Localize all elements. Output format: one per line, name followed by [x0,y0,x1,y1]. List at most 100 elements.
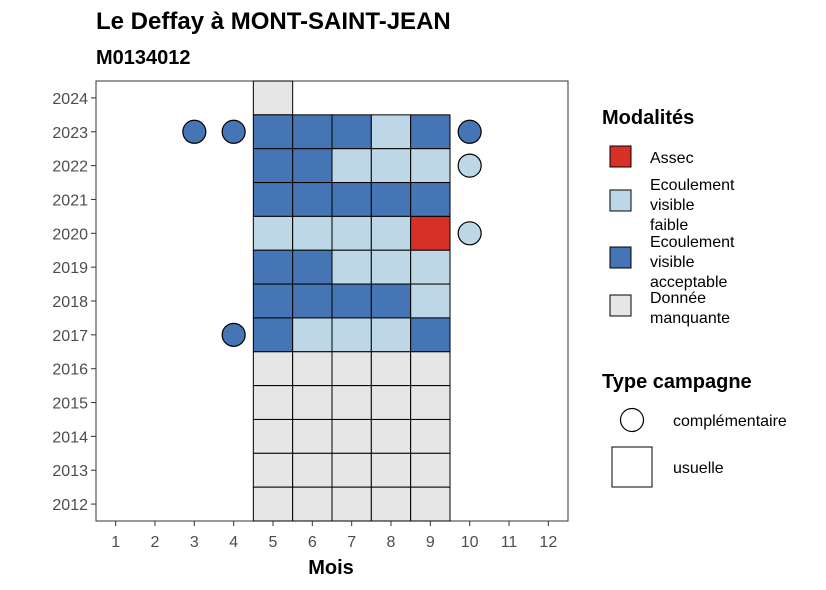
x-axis: 1 2 3 4 5 6 7 8 9 10 11 12 [111,521,557,551]
tile [410,215,451,251]
tile [331,486,372,522]
tile [252,249,294,285]
legend-label-acceptable: Ecoulement [650,234,735,251]
chart-title: Le Deffay à MONT-SAINT-JEAN [96,8,451,35]
tile [252,418,294,454]
tile [410,385,451,420]
y-axis: 2012 2013 2014 2015 2016 2017 2018 2019 2020 2021… [52,91,96,514]
tile [331,114,372,150]
tile [370,317,412,353]
x-tick-label: 10 [461,534,479,551]
y-tick-label: 2024 [52,91,88,108]
x-tick-label: 2 [151,534,160,551]
legend-key-complementaire [619,407,645,433]
tile [410,182,451,217]
tile [410,418,451,454]
tile [370,215,412,251]
legend-label-faible: faible [650,217,688,234]
tile [292,385,333,420]
tile [252,182,294,217]
y-tick-label: 2016 [52,362,88,379]
legend-label-manquante: Donnée [650,290,706,307]
tile [331,317,372,353]
y-tick-label: 2017 [52,328,88,345]
point [221,119,246,144]
tile [370,148,412,184]
legend-label-complementaire: complémentaire [673,413,787,430]
y-tick-label: 2012 [52,497,88,514]
tile [370,486,412,522]
legend-campagne-title: Type campagne [602,371,752,393]
tile [370,283,412,319]
legend-label-manquante: manquante [650,310,730,327]
tile [331,182,372,217]
tile [370,418,412,454]
tile [370,452,412,488]
legend-key-acceptable [609,246,632,269]
point [457,153,482,178]
legend-label-faible: visible [650,197,695,214]
tile [331,351,372,387]
legend-key-faible [609,189,632,212]
x-tick-label: 7 [347,534,356,551]
tile [292,418,333,454]
legend-key-assec [609,145,632,168]
tile [331,385,372,420]
tile-layer [182,80,482,522]
tile [370,385,412,420]
tile [252,452,294,488]
legend-modalites-items: AssecEcoulementvisiblefaibleEcoulementvi… [609,145,735,327]
tile [410,351,451,387]
tile [292,114,333,150]
tile [292,148,333,184]
x-axis-title: Mois [308,557,354,579]
x-tick-label: 6 [308,534,317,551]
tile [410,148,451,184]
legend-label-assec: Assec [650,150,694,167]
y-tick-label: 2023 [52,125,88,142]
tile [252,486,294,522]
y-tick-label: 2015 [52,396,88,413]
tile [331,418,372,454]
tile [252,114,294,150]
y-tick-label: 2020 [52,226,88,243]
tile [292,486,333,522]
tile [410,486,451,522]
tile [410,452,451,488]
tile [292,182,333,217]
tile [331,215,372,251]
tile [292,215,333,251]
legend-campagne-items: complémentaire usuelle [611,407,787,488]
x-tick-label: 4 [229,534,238,551]
legend-key-manquante [609,294,632,317]
x-tick-label: 1 [111,534,120,551]
point [457,221,482,246]
legend-label-acceptable: acceptable [650,274,727,291]
legend-key-usuelle [611,446,653,488]
tile [292,351,333,387]
tile [292,452,333,488]
y-tick-label: 2014 [52,429,88,446]
point [457,119,482,144]
tile [252,80,294,116]
legend-label-acceptable: visible [650,254,695,271]
tile [410,317,451,353]
tile [292,317,333,353]
legend: Modalités AssecEcoulementvisiblefaibleEc… [602,107,787,488]
legend-modalites-title: Modalités [602,107,694,129]
tile [252,317,294,353]
tile [410,249,451,285]
point [221,322,246,347]
y-tick-label: 2013 [52,463,88,480]
tile [331,148,372,184]
tile [292,249,333,285]
tile [370,182,412,217]
tile [252,283,294,319]
tile [410,114,451,150]
x-tick-label: 5 [269,534,278,551]
tile [331,283,372,319]
tile [370,114,412,150]
tile [370,249,412,285]
tile [331,452,372,488]
